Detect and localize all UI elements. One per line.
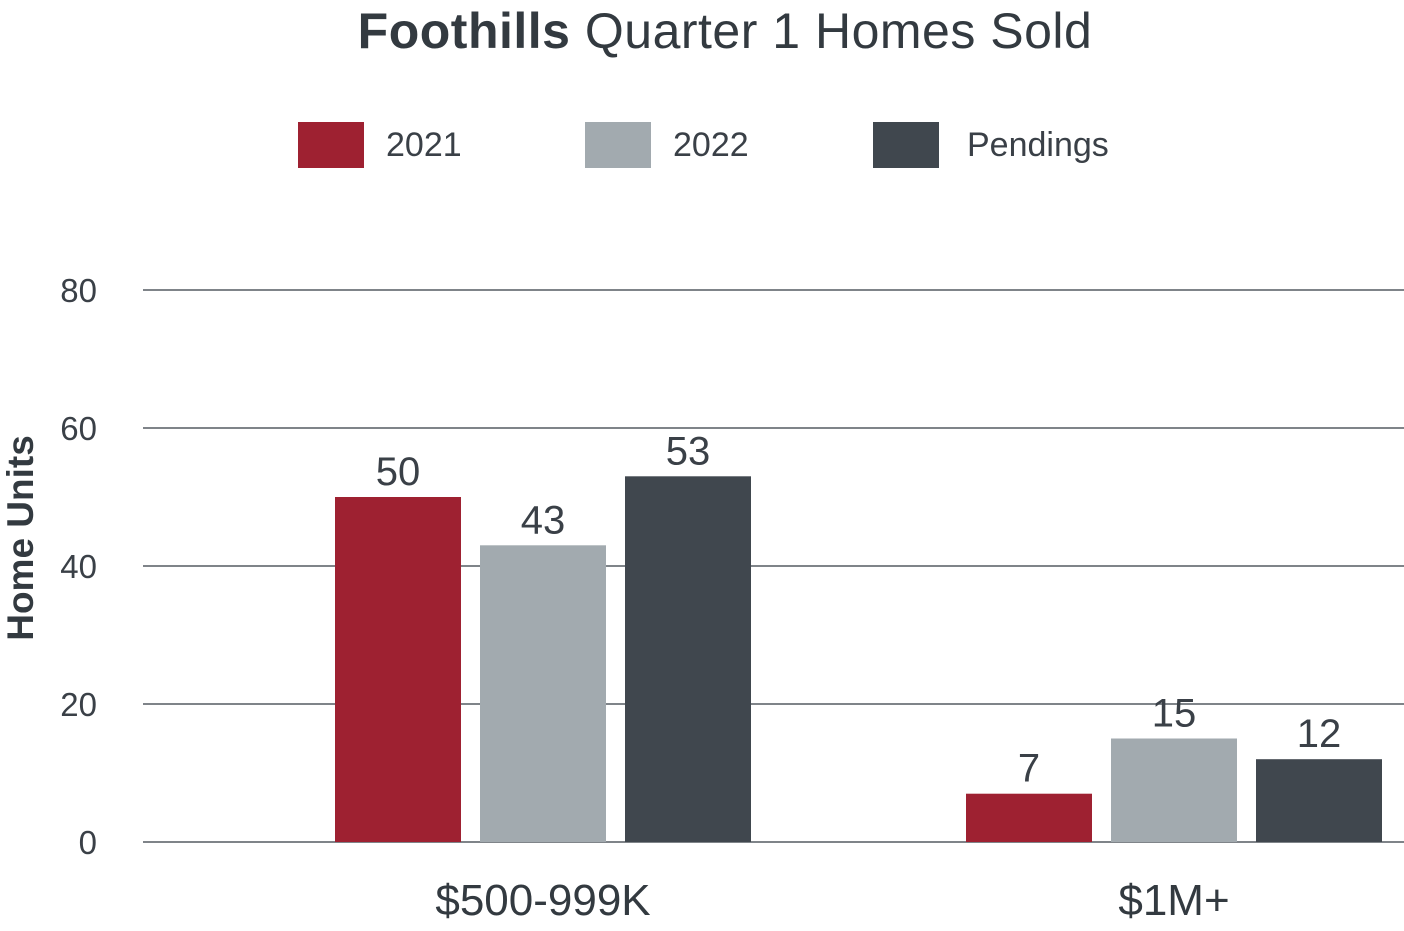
- y-tick-label-40: 40: [60, 548, 97, 585]
- chart-title: Foothills Quarter 1 Homes Sold: [0, 2, 1404, 60]
- y-axis-label: Home Units: [0, 435, 41, 641]
- legend-item-pendings: Pendings: [873, 122, 1109, 168]
- data-label-pendings-cat-1: 12: [1297, 712, 1342, 756]
- x-tick-label-cat-1: $1M+: [1118, 876, 1229, 925]
- chart-title-bold: Foothills: [357, 3, 571, 59]
- y-tick-label-80: 80: [60, 272, 97, 309]
- legend-item-2022: 2022: [585, 122, 749, 168]
- y-tick-label-20: 20: [60, 686, 97, 723]
- bar-2021-cat-0: [335, 497, 461, 842]
- data-label-2022-cat-0: 43: [521, 498, 566, 542]
- data-label-2021-cat-0: 50: [376, 450, 421, 494]
- bar-2022-cat-0: [480, 545, 606, 842]
- bar-pendings-cat-1: [1256, 759, 1382, 842]
- y-tick-label-60: 60: [60, 410, 97, 447]
- data-label-2022-cat-1: 15: [1152, 692, 1197, 736]
- bar-2021-cat-1: [966, 793, 1092, 842]
- data-label-2021-cat-1: 7: [1018, 747, 1040, 791]
- x-tick-label-cat-0: $500-999K: [435, 876, 650, 925]
- legend-swatch-pendings: [873, 122, 939, 168]
- legend-label-2021: 2021: [386, 125, 462, 164]
- bar-pendings-cat-0: [625, 476, 751, 842]
- legend-item-2021: 2021: [298, 122, 462, 168]
- chart-title-rest: Quarter 1 Homes Sold: [570, 3, 1093, 59]
- bar-2022-cat-1: [1111, 738, 1237, 842]
- legend-label-2022: 2022: [673, 125, 749, 164]
- legend-swatch-2022: [585, 122, 651, 168]
- y-tick-label-0: 0: [79, 824, 97, 861]
- legend-label-pendings: Pendings: [967, 125, 1109, 164]
- data-label-pendings-cat-0: 53: [666, 429, 711, 473]
- legend-swatch-2021: [298, 122, 364, 168]
